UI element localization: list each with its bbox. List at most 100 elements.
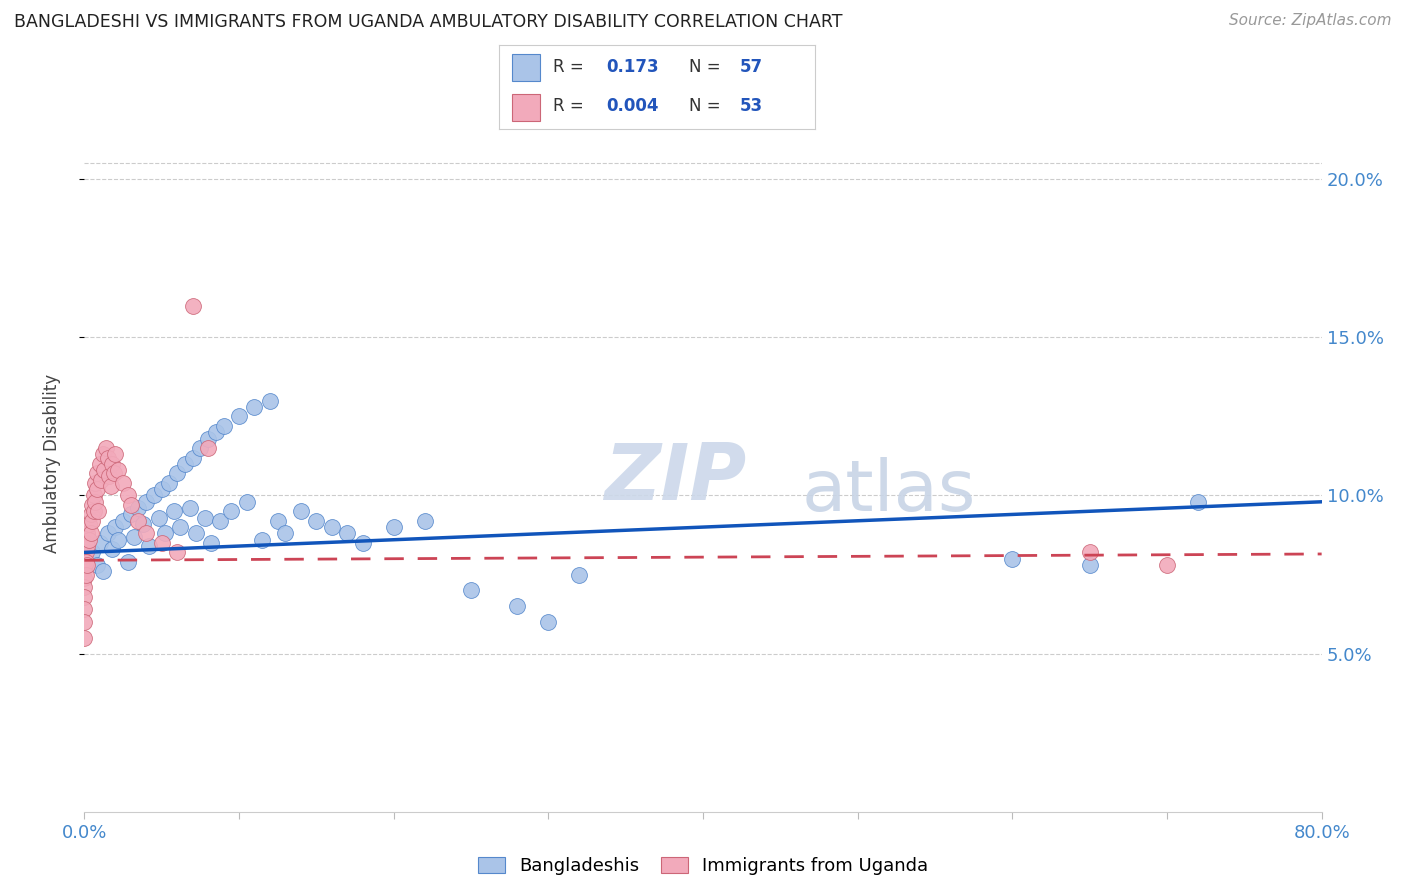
Point bbox=[117, 488, 139, 502]
Point bbox=[221, 504, 243, 518]
Text: N =: N = bbox=[689, 59, 725, 77]
Point bbox=[86, 558, 108, 572]
Text: 0.004: 0.004 bbox=[607, 97, 659, 115]
Point bbox=[101, 457, 124, 471]
Point bbox=[243, 400, 266, 414]
Point bbox=[181, 450, 204, 465]
Text: N =: N = bbox=[689, 97, 725, 115]
Point bbox=[107, 533, 129, 547]
Point bbox=[205, 425, 228, 440]
Point bbox=[82, 514, 104, 528]
Text: Source: ZipAtlas.com: Source: ZipAtlas.com bbox=[1229, 13, 1392, 29]
Point bbox=[153, 526, 176, 541]
Point bbox=[336, 526, 359, 541]
Point bbox=[132, 516, 155, 531]
Point bbox=[91, 447, 114, 461]
Text: BANGLADESHI VS IMMIGRANTS FROM UGANDA AMBULATORY DISABILITY CORRELATION CHART: BANGLADESHI VS IMMIGRANTS FROM UGANDA AM… bbox=[14, 13, 842, 31]
Point bbox=[77, 533, 100, 547]
Point bbox=[91, 565, 114, 579]
Point bbox=[120, 508, 142, 522]
Point bbox=[117, 555, 139, 569]
Point bbox=[84, 495, 107, 509]
Point bbox=[98, 469, 121, 483]
Point bbox=[101, 542, 124, 557]
Point bbox=[236, 495, 259, 509]
Point bbox=[184, 526, 207, 541]
Point bbox=[84, 475, 107, 490]
Point bbox=[1078, 558, 1101, 572]
Point bbox=[166, 467, 188, 481]
Point bbox=[274, 526, 297, 541]
Point bbox=[97, 526, 120, 541]
Point bbox=[305, 514, 328, 528]
Point bbox=[73, 615, 96, 629]
Point bbox=[73, 549, 96, 563]
Point bbox=[75, 536, 97, 550]
Point bbox=[86, 467, 108, 481]
Point bbox=[83, 504, 105, 518]
Point bbox=[112, 475, 135, 490]
Point bbox=[150, 482, 173, 496]
Point bbox=[212, 418, 235, 433]
Point bbox=[179, 501, 201, 516]
Point bbox=[107, 463, 129, 477]
Point bbox=[138, 539, 160, 553]
Point bbox=[89, 457, 111, 471]
Point bbox=[150, 536, 173, 550]
Point bbox=[90, 473, 112, 487]
Text: atlas: atlas bbox=[801, 458, 976, 526]
FancyBboxPatch shape bbox=[512, 54, 540, 81]
Point bbox=[290, 504, 312, 518]
Point bbox=[79, 508, 101, 522]
Point bbox=[104, 447, 127, 461]
Point bbox=[73, 555, 96, 569]
Point bbox=[73, 631, 96, 645]
Legend: Bangladeshis, Immigrants from Uganda: Bangladeshis, Immigrants from Uganda bbox=[470, 850, 936, 883]
Point bbox=[1001, 551, 1024, 566]
Text: R =: R = bbox=[553, 97, 589, 115]
Point bbox=[87, 504, 110, 518]
Point bbox=[148, 510, 170, 524]
Point bbox=[1187, 495, 1209, 509]
Point bbox=[1078, 545, 1101, 559]
Point bbox=[97, 450, 120, 465]
Point bbox=[188, 441, 212, 455]
Point bbox=[100, 479, 122, 493]
Point bbox=[128, 501, 150, 516]
Point bbox=[76, 558, 98, 572]
Text: ZIP: ZIP bbox=[605, 440, 747, 516]
Point bbox=[143, 488, 166, 502]
Point bbox=[76, 526, 98, 541]
Point bbox=[75, 555, 97, 569]
Point bbox=[159, 475, 181, 490]
Point bbox=[537, 615, 560, 629]
Point bbox=[76, 539, 98, 553]
Point bbox=[259, 393, 281, 408]
Point bbox=[568, 567, 591, 582]
Point bbox=[73, 561, 96, 575]
Point bbox=[77, 516, 100, 531]
Point bbox=[169, 520, 191, 534]
Point bbox=[194, 510, 217, 524]
Text: 0.173: 0.173 bbox=[607, 59, 659, 77]
Point bbox=[352, 536, 374, 550]
Point bbox=[174, 457, 197, 471]
Point bbox=[413, 514, 436, 528]
Point bbox=[89, 536, 111, 550]
Point bbox=[122, 530, 145, 544]
Point bbox=[252, 533, 274, 547]
Point bbox=[166, 545, 188, 559]
Point bbox=[1156, 558, 1178, 572]
Point bbox=[86, 482, 108, 496]
Point bbox=[163, 504, 186, 518]
Point bbox=[104, 520, 127, 534]
Point bbox=[506, 599, 529, 614]
Point bbox=[321, 520, 343, 534]
Point bbox=[197, 432, 219, 446]
Point bbox=[382, 520, 405, 534]
Text: 53: 53 bbox=[740, 97, 762, 115]
Point bbox=[79, 526, 101, 541]
Point bbox=[75, 567, 97, 582]
Point bbox=[73, 580, 96, 594]
Point bbox=[267, 514, 290, 528]
